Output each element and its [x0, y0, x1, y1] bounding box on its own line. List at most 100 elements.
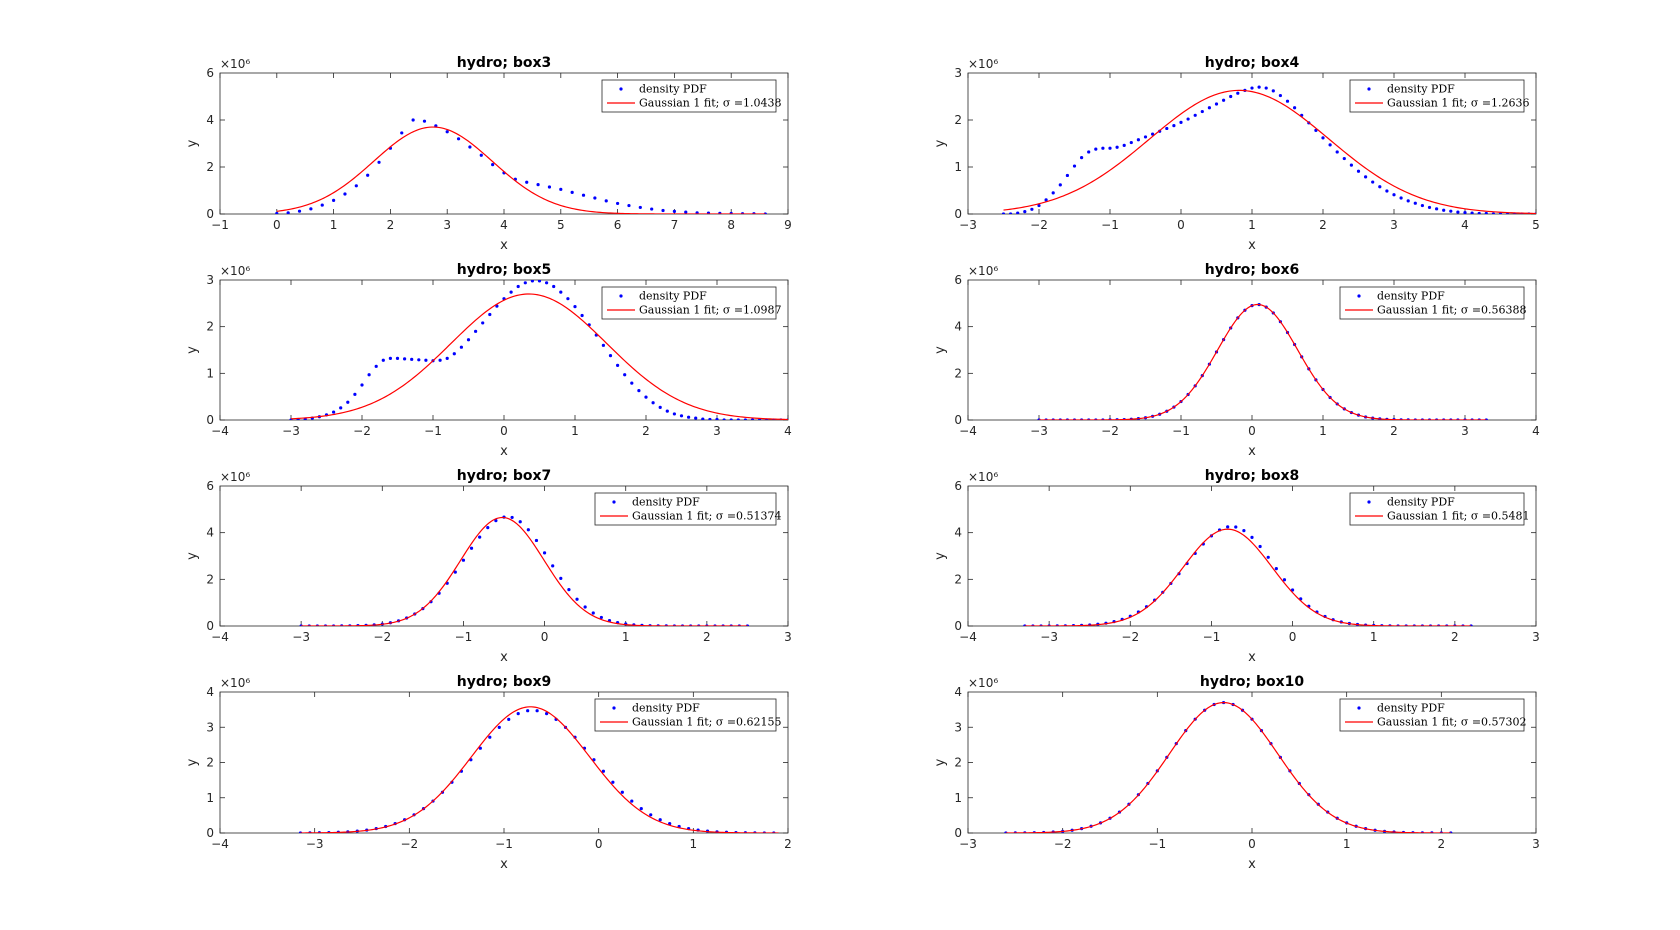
- data-point: [583, 605, 587, 609]
- data-point: [1484, 211, 1488, 214]
- panel-8: −3 −2 −1 0 1 2 3 0 1 2 3 4 ×10⁶ hydro; box10 x y density…: [933, 674, 1540, 872]
- y-tick-label: 0: [954, 413, 962, 427]
- legend-dot-marker: [619, 87, 623, 91]
- legend-label-fit: Gaussian 1 fit; σ =1.0987: [639, 304, 782, 317]
- y-exponent-label: ×10⁶: [220, 264, 250, 278]
- data-point: [1122, 143, 1126, 147]
- data-point: [573, 305, 577, 309]
- data-point: [729, 418, 733, 420]
- data-point: [695, 211, 699, 214]
- data-point: [1274, 567, 1278, 571]
- data-point: [481, 321, 485, 325]
- y-tick-label: 0: [206, 826, 214, 840]
- data-point: [535, 709, 539, 713]
- data-point: [1236, 91, 1240, 95]
- data-point: [1023, 210, 1027, 214]
- data-point: [530, 280, 534, 283]
- data-point: [1108, 146, 1112, 150]
- data-point: [706, 211, 711, 214]
- plot-area: [299, 515, 750, 626]
- x-tick-label: 7: [671, 218, 679, 232]
- y-exponent-label: ×10⁶: [968, 264, 998, 278]
- fit-curve: [301, 516, 748, 626]
- data-point: [1030, 207, 1034, 211]
- data-point: [343, 192, 347, 196]
- y-tick-label: 2: [954, 113, 962, 127]
- data-point: [1328, 143, 1332, 147]
- data-point: [672, 209, 677, 214]
- data-point: [630, 799, 634, 803]
- legend-box: [1339, 286, 1525, 320]
- data-point: [1136, 138, 1140, 142]
- x-tick-label: −3: [1040, 630, 1058, 644]
- data-point: [559, 187, 563, 191]
- legend-label-density: density PDF: [1377, 702, 1445, 715]
- panel-4: −4 −3 −2 −1 0 1 2 3 4 0 2 4 6 ×10⁶ hydro; box6 x y densit…: [933, 262, 1540, 459]
- x-tick-label: 2: [1438, 837, 1446, 851]
- data-point: [1477, 211, 1481, 214]
- legend-box: [1349, 492, 1525, 526]
- x-tick-label: 5: [1532, 218, 1540, 232]
- x-tick-label: 1: [622, 630, 630, 644]
- data-point: [570, 190, 574, 194]
- legend-label-fit: Gaussian 1 fit; σ =0.57302: [1377, 716, 1527, 729]
- data-point: [649, 813, 653, 817]
- y-tick-label: 4: [954, 526, 962, 540]
- legend-dot-marker: [1357, 706, 1361, 710]
- data-point: [1470, 211, 1474, 214]
- data-point: [708, 417, 712, 420]
- fit-curve: [1024, 528, 1472, 626]
- y-tick-label: 2: [954, 572, 962, 586]
- y-exponent-label: ×10⁶: [968, 470, 998, 484]
- x-tick-label: −1: [1203, 630, 1221, 644]
- data-point: [478, 535, 482, 539]
- data-point: [424, 358, 428, 362]
- x-tick-label: 4: [1532, 424, 1540, 438]
- x-tick-label: −2: [1030, 218, 1048, 232]
- panel-6: −4 −3 −2 −1 0 1 2 3 0 2 4 6 ×10⁶ hydro; box8 x y density…: [933, 468, 1540, 665]
- y-tick-label: 6: [954, 479, 962, 493]
- legend-label-density: density PDF: [632, 496, 700, 509]
- data-point: [668, 821, 672, 826]
- data-point: [1094, 147, 1098, 151]
- data-point: [1165, 126, 1169, 131]
- data-point: [466, 338, 471, 342]
- data-point: [638, 205, 642, 210]
- data-point: [452, 352, 456, 356]
- data-point: [1257, 85, 1261, 89]
- data-point: [494, 519, 498, 523]
- y-tick-label: 4: [954, 685, 962, 699]
- data-point: [353, 392, 357, 396]
- data-point: [1413, 201, 1417, 205]
- plot-area: [289, 280, 788, 420]
- data-point: [1051, 191, 1055, 195]
- data-point: [346, 400, 350, 404]
- data-point: [650, 207, 654, 211]
- data-point: [651, 401, 655, 405]
- chart-title: hydro; box10: [1200, 674, 1305, 690]
- data-point: [491, 163, 495, 167]
- x-tick-label: 4: [500, 218, 508, 232]
- data-point: [608, 354, 613, 358]
- x-tick-label: 0: [595, 837, 603, 851]
- data-point: [1250, 86, 1254, 90]
- data-point: [1266, 555, 1270, 559]
- legend-label-density: density PDF: [1387, 496, 1455, 509]
- data-point: [286, 211, 290, 214]
- y-exponent-label: ×10⁶: [220, 470, 250, 484]
- y-tick-label: 1: [206, 366, 214, 380]
- chart-title: hydro; box4: [1205, 55, 1300, 71]
- data-point: [1222, 98, 1226, 102]
- y-tick-label: 2: [206, 756, 214, 770]
- data-point: [658, 818, 662, 822]
- data-point: [536, 183, 540, 187]
- x-axis-label: x: [1248, 857, 1256, 872]
- y-tick-label: 3: [206, 273, 214, 287]
- x-tick-label: −1: [1172, 424, 1190, 438]
- x-tick-label: 1: [1319, 424, 1327, 438]
- x-axis-label: x: [1248, 650, 1256, 665]
- data-point: [1072, 164, 1077, 168]
- y-tick-label: 4: [206, 526, 214, 540]
- data-point: [381, 358, 385, 362]
